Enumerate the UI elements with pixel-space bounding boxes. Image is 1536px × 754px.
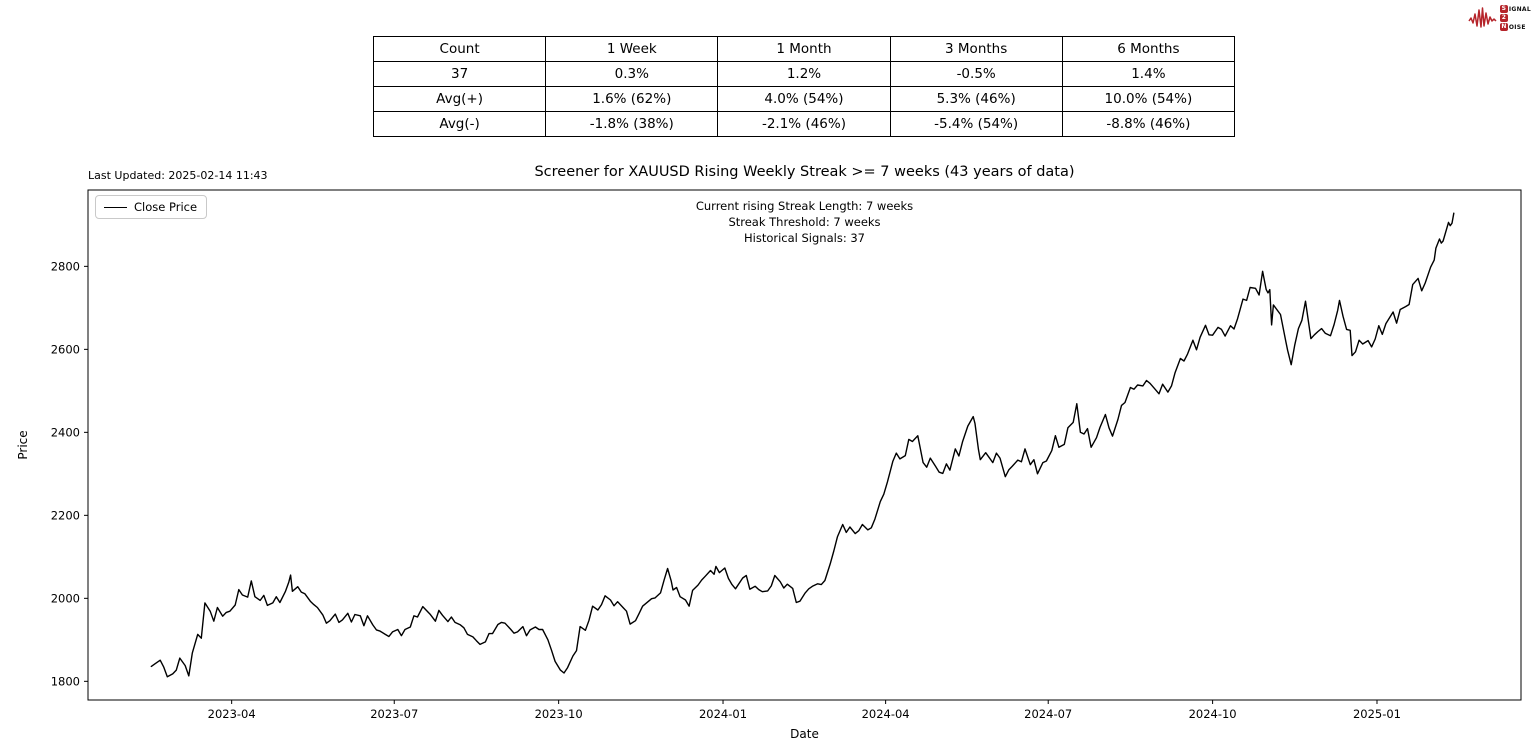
x-tick-label: 2024-07 [1024,707,1072,721]
stats-cell: 1.4% [1061,61,1236,87]
logo-badge-n: N [1499,23,1508,31]
stats-cell: -0.5% [889,61,1063,87]
logo-text-noise: OISE [1508,23,1526,31]
y-tick-label: 2600 [51,342,80,356]
close-price-line [150,212,1455,678]
stats-cell: 1.2% [717,61,891,87]
stats-cell: 0.3% [545,61,719,87]
chart-title: Screener for XAUUSD Rising Weekly Streak… [534,164,1075,180]
stats-cell: 1.6% (62%) [545,86,719,112]
plot-frame [87,189,1522,701]
stats-cell: -2.1% (46%) [717,111,891,137]
logo-badge-2: 2 [1499,14,1508,22]
y-tick-label: 2000 [51,591,80,605]
stats-cell: -1.8% (38%) [545,111,719,137]
stats-header-cell: 3 Months [889,36,1063,62]
y-tick-label: 1800 [51,674,80,688]
chart-annotations: Current rising Streak Length: 7 weeks St… [88,198,1521,246]
annotation-historical-signals: Historical Signals: 37 [743,231,865,245]
x-tick-label: 2023-04 [208,707,256,721]
y-tick-label: 2800 [51,259,80,273]
legend-line-sample [104,206,127,208]
y-axis-label: Price [16,430,30,459]
stats-cell: Avg(-) [372,111,547,137]
y-tick-label: 2400 [51,425,80,439]
logo-row-two: 2 [1499,14,1531,22]
stats-row: Avg(-) -1.8% (38%) -2.1% (46%) -5.4% (54%) -… [372,111,1236,137]
x-tick-label: 2024-01 [699,707,747,721]
logo-text-signal: IGNAL [1508,5,1531,13]
annotation-streak-threshold: Streak Threshold: 7 weeks [728,215,881,229]
x-tick-label: 2024-04 [862,707,910,721]
stats-cell: 5.3% (46%) [889,86,1063,112]
stats-row: Avg(+) 1.6% (62%) 4.0% (54%) 5.3% (46%) 10.0… [372,86,1236,112]
annotation-streak-length: Current rising Streak Length: 7 weeks [695,199,914,213]
stats-table: Count 1 Week 1 Month 3 Months 6 Months 37 0.3… [372,36,1236,137]
x-tick-label: 2023-10 [535,707,583,721]
stats-cell: Avg(+) [372,86,547,112]
stats-cell: -5.4% (54%) [889,111,1063,137]
logo-wordmark: S IGNAL 2 N OISE [1499,5,1531,31]
stats-cell: 37 [372,61,547,87]
legend-label: Close Price [134,200,198,214]
last-updated-label: Last Updated: 2025-02-14 11:43 [88,169,268,182]
s2n-logo: S IGNAL 2 N OISE [1468,5,1531,31]
stats-cell: 10.0% (54%) [1061,86,1236,112]
x-tick-label: 2023-07 [370,707,418,721]
stats-header-cell: 1 Week [545,36,719,62]
x-axis-label: Date [790,727,819,741]
x-tick-label: 2024-10 [1189,707,1237,721]
stats-header-row: Count 1 Week 1 Month 3 Months 6 Months [372,36,1236,62]
stats-header-cell: 6 Months [1061,36,1236,62]
logo-row-noise: N OISE [1499,23,1531,31]
y-tick-label: 2200 [51,508,80,522]
stats-cell: -8.8% (46%) [1061,111,1236,137]
waveform-icon [1468,7,1497,28]
stats-cell: 4.0% (54%) [717,86,891,112]
x-tick-label: 2025-01 [1353,707,1401,721]
stats-row: 37 0.3% 1.2% -0.5% 1.4% [372,61,1236,87]
logo-row-signal: S IGNAL [1499,5,1531,13]
logo-badge-s: S [1499,5,1508,13]
legend: Close Price [95,195,208,219]
